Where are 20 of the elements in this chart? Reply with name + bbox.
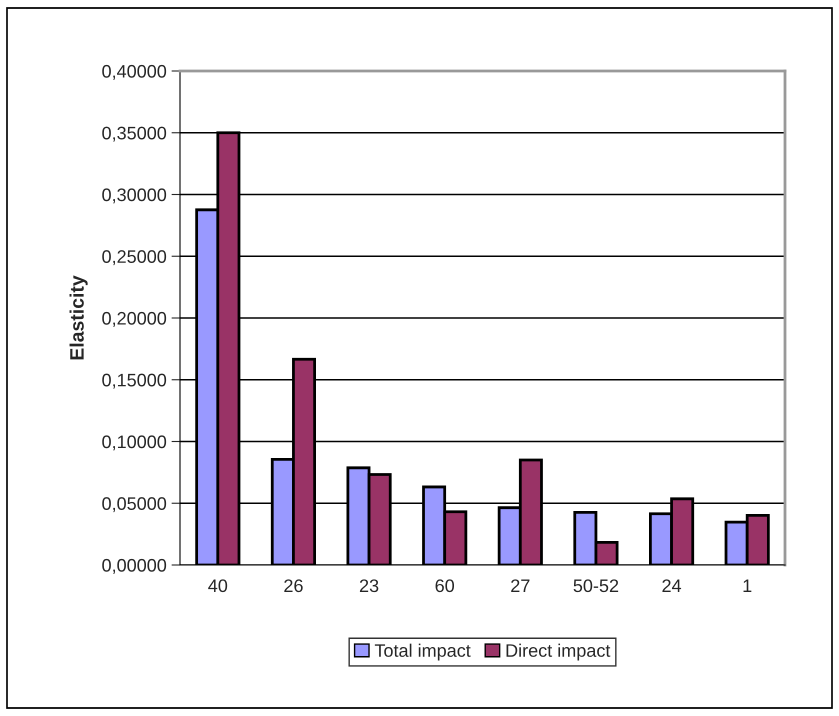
- y-tick-label: 0,05000: [102, 497, 166, 512]
- x-tick-label: 27: [511, 579, 530, 592]
- y-tick-label: 0,30000: [102, 188, 166, 204]
- y-tick-label: 0,15000: [102, 374, 166, 389]
- x-tick-label: 1: [744, 580, 752, 592]
- x-tick-label: 24: [662, 579, 682, 592]
- x-tick-label: 50-52: [574, 579, 618, 592]
- x-tick-label: 23: [360, 579, 378, 592]
- x-tick-label: 26: [284, 579, 303, 592]
- y-tick-label: 0,35000: [102, 126, 166, 142]
- x-tick-label: 60: [436, 579, 454, 592]
- y-tick-label: 0,20000: [102, 312, 166, 327]
- y-tick-label: 0,00000: [102, 558, 166, 574]
- legend-label: Direct impact: [506, 644, 610, 660]
- y-axis-title: Elasticity: [70, 275, 88, 360]
- x-tick-label: 40: [208, 579, 228, 592]
- y-tick-label: 0,25000: [102, 250, 166, 266]
- y-tick-label: 0,40000: [102, 64, 166, 80]
- y-tick-label: 0,10000: [102, 435, 166, 450]
- legend-label: Total impact: [374, 644, 471, 660]
